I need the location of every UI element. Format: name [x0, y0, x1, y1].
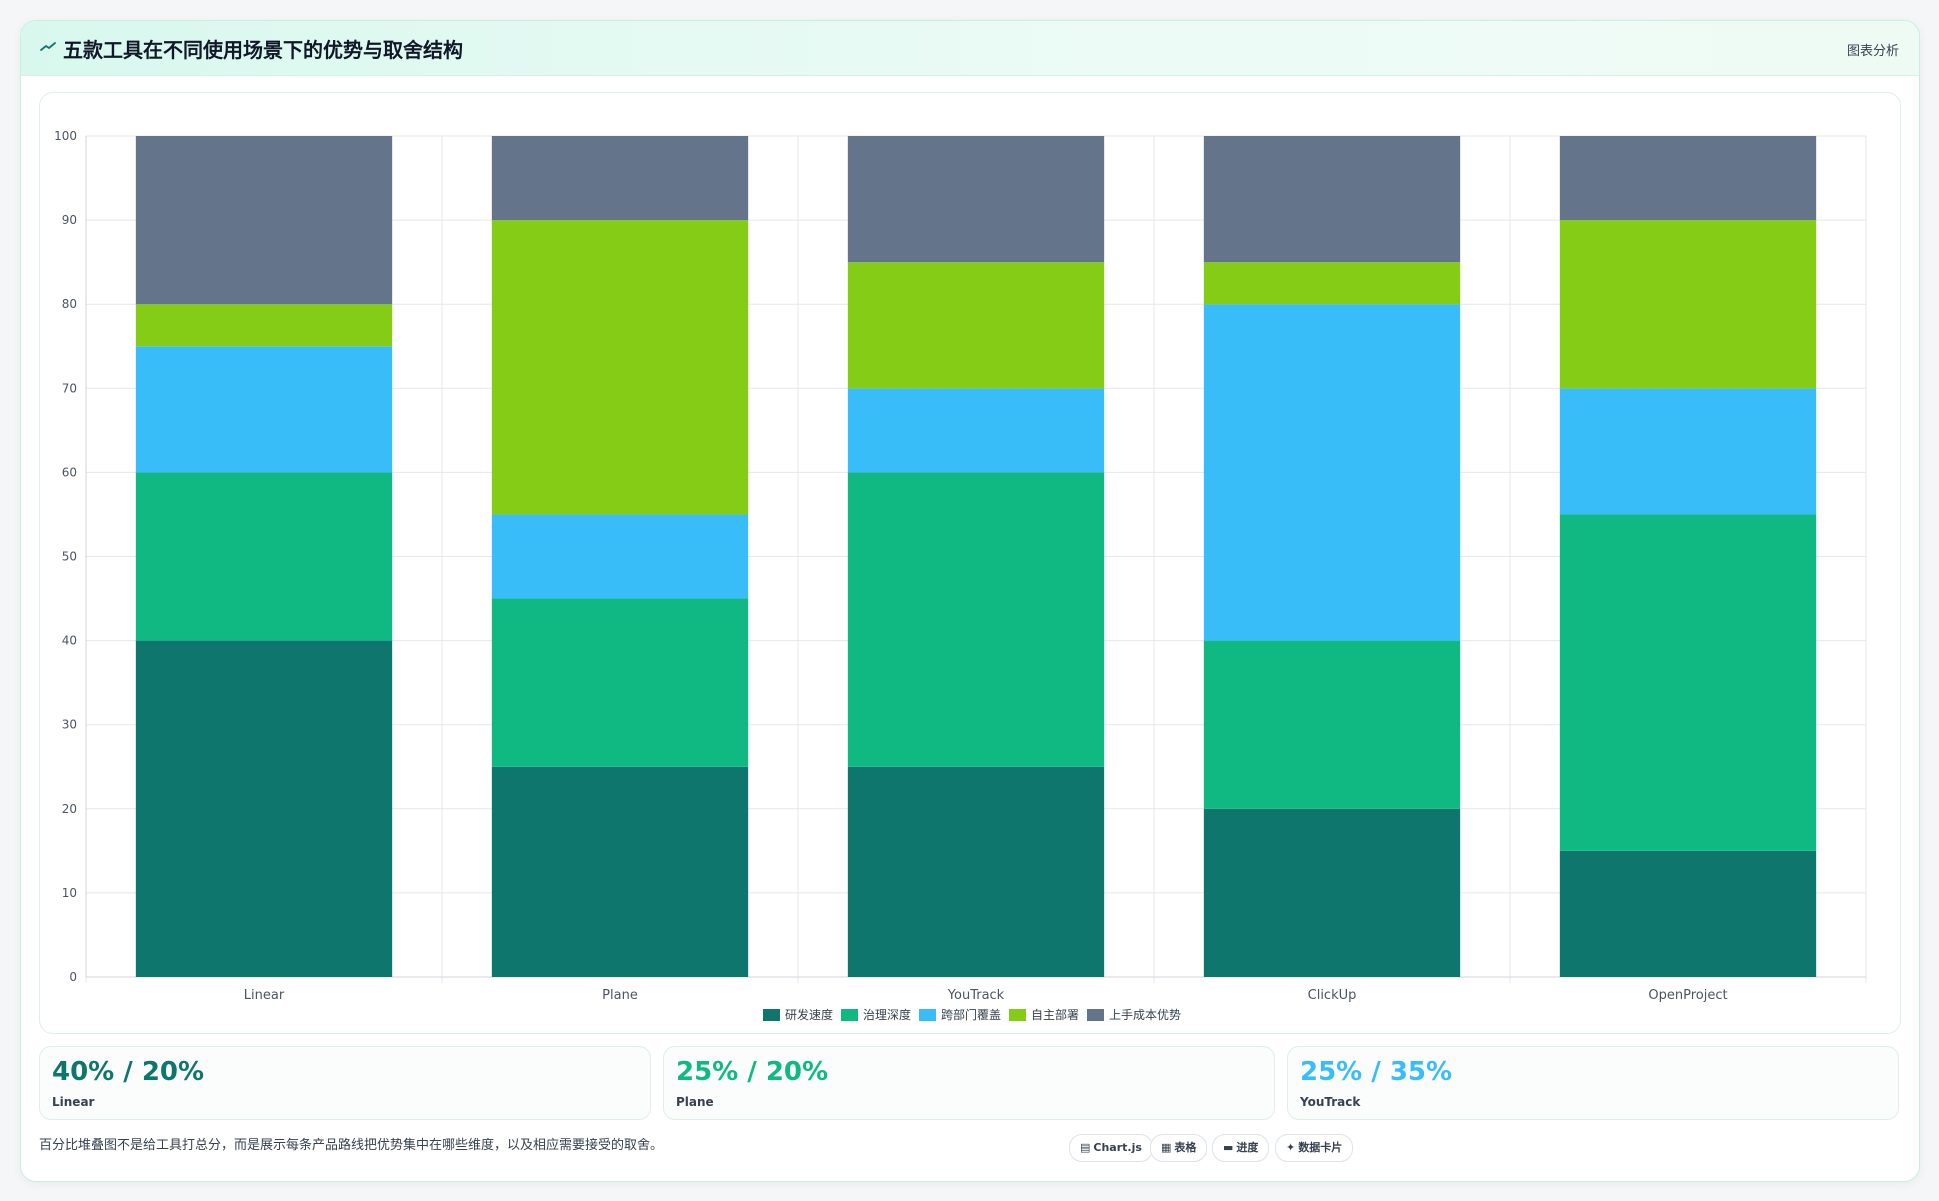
- bar-segment: [135, 640, 393, 977]
- card-icon: ✦: [1286, 1141, 1296, 1154]
- bar-segment: [1203, 304, 1461, 641]
- x-tick-label: ClickUp: [1308, 988, 1357, 1003]
- bar-segment: [1559, 514, 1817, 851]
- stat-card-linear: 40% / 20% Linear: [39, 1046, 651, 1120]
- pill-chartjs[interactable]: ▤ Chart.js: [1069, 1134, 1153, 1162]
- legend-swatch: [763, 1009, 780, 1021]
- stat-label: YouTrack: [1300, 1095, 1361, 1109]
- bar-segment: [1203, 136, 1461, 263]
- y-tick-label: 100: [54, 129, 77, 143]
- legend-swatch: [841, 1009, 858, 1021]
- stat-value: 25% / 35%: [1300, 1057, 1453, 1087]
- bar-segment: [1559, 136, 1817, 221]
- chart-card: 五款工具在不同使用场景下的优势与取舍结构 图表分析 0 10 20 30 40 50 60 7…: [20, 20, 1920, 1182]
- pill-data-card[interactable]: ✦ 数据卡片: [1275, 1134, 1354, 1162]
- legend-label: 研发速度: [785, 1007, 833, 1022]
- y-tick-label: 0: [69, 970, 77, 984]
- bar-segment: [135, 304, 393, 347]
- y-tick-label: 20: [62, 802, 77, 816]
- bar-segment: [1559, 220, 1817, 389]
- bar-segment: [491, 514, 749, 599]
- y-tick-label: 30: [62, 718, 77, 732]
- y-tick-label: 10: [62, 886, 77, 900]
- y-tick-label: 90: [62, 213, 77, 227]
- bar-segment: [135, 472, 393, 641]
- y-tick-label: 70: [62, 381, 77, 395]
- card-header: 五款工具在不同使用场景下的优势与取舍结构 图表分析: [21, 21, 1919, 76]
- bar-segment: [847, 766, 1105, 977]
- legend-label: 跨部门覆盖: [941, 1007, 1001, 1022]
- x-tick-label: OpenProject: [1648, 988, 1727, 1003]
- pill-table[interactable]: ▦ 表格: [1150, 1134, 1208, 1162]
- bar-segment: [847, 388, 1105, 473]
- bar-segment: [847, 136, 1105, 263]
- y-tick-label: 50: [62, 550, 77, 564]
- stat-value: 25% / 20%: [676, 1057, 829, 1087]
- pill-progress[interactable]: ▬ 进度: [1212, 1134, 1270, 1162]
- legend-swatch: [919, 1009, 936, 1021]
- chart-panel: 0 10 20 30 40 50 60 70 80 90 100 Linear Plane YouTrac…: [39, 92, 1901, 1034]
- stat-value: 40% / 20%: [52, 1057, 205, 1087]
- legend-swatch: [1087, 1009, 1104, 1021]
- table-icon: ▦: [1161, 1141, 1172, 1154]
- bar-segment: [1559, 388, 1817, 515]
- bar-segment: [491, 598, 749, 767]
- stat-card-plane: 25% / 20% Plane: [663, 1046, 1275, 1120]
- bar-segment: [847, 262, 1105, 389]
- stacked-bar-chart: 0 10 20 30 40 50 60 70 80 90 100 Linear Plane YouTrac…: [54, 129, 1867, 1022]
- trend-line-icon: [40, 42, 56, 51]
- bar-segment: [1203, 808, 1461, 977]
- bar-segment: [135, 136, 393, 305]
- bar-segment: [1203, 262, 1461, 305]
- bar-segment: [491, 766, 749, 977]
- chart-analysis-link[interactable]: 图表分析: [1846, 44, 1899, 59]
- footnote: 百分比堆叠图不是给工具打总分，而是展示每条产品路线把优势集中在哪些维度，以及相应…: [39, 1138, 664, 1153]
- legend-label: 自主部署: [1031, 1007, 1079, 1022]
- x-tick-label: Linear: [244, 988, 285, 1003]
- pill-label: 表格: [1174, 1141, 1197, 1154]
- y-tick-label: 40: [62, 634, 77, 648]
- stat-card-youtrack: 25% / 35% YouTrack: [1287, 1046, 1899, 1120]
- y-tick-label: 60: [62, 465, 77, 479]
- legend-label: 上手成本优势: [1109, 1008, 1181, 1022]
- chart-icon: ▤: [1080, 1141, 1091, 1154]
- x-tick-label: YouTrack: [947, 988, 1005, 1003]
- bar-segment: [1559, 850, 1817, 977]
- bar-segment: [491, 220, 749, 515]
- bar-segment: [491, 136, 749, 221]
- legend-swatch: [1009, 1009, 1026, 1021]
- pill-label: 进度: [1236, 1141, 1259, 1154]
- bar-segment: [135, 346, 393, 473]
- x-tick-label: Plane: [602, 988, 638, 1003]
- stat-label: Plane: [676, 1095, 714, 1109]
- bar-segment: [1203, 640, 1461, 809]
- stat-label: Linear: [52, 1095, 95, 1109]
- y-tick-label: 80: [62, 297, 77, 311]
- pill-label: 数据卡片: [1298, 1141, 1343, 1154]
- bar-segment: [847, 472, 1105, 767]
- legend-label: 治理深度: [863, 1007, 911, 1022]
- progress-icon: ▬: [1223, 1141, 1234, 1154]
- pill-label: Chart.js: [1093, 1141, 1142, 1154]
- page-title: 五款工具在不同使用场景下的优势与取舍结构: [63, 38, 463, 62]
